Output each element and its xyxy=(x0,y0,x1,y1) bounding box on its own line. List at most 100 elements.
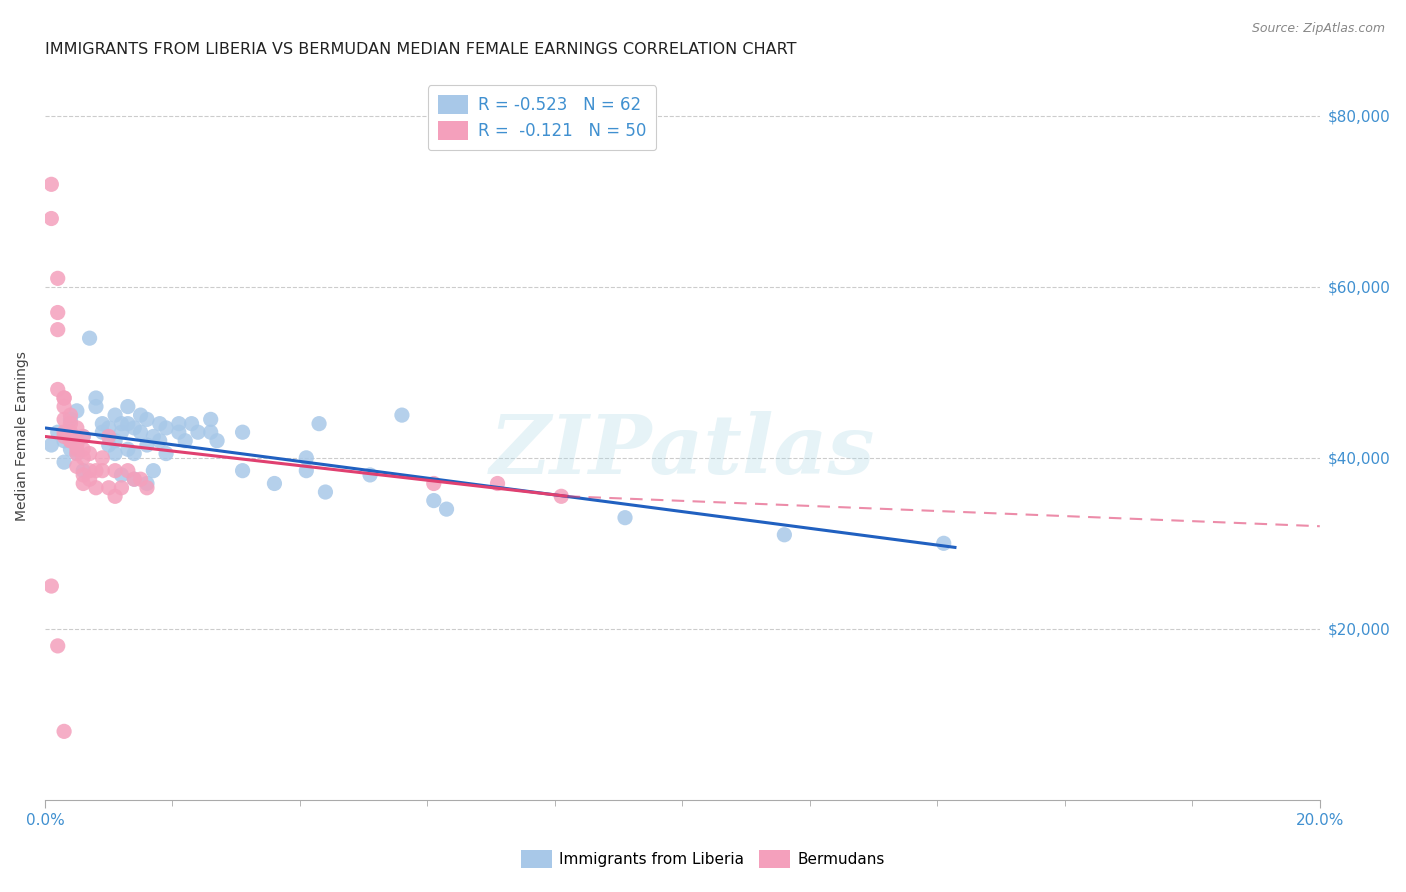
Point xyxy=(232,464,254,478)
Point xyxy=(72,476,94,491)
Point xyxy=(46,323,69,337)
Point xyxy=(180,417,202,431)
Point xyxy=(97,481,120,495)
Point xyxy=(200,412,222,426)
Point xyxy=(59,434,82,448)
Point xyxy=(53,455,76,469)
Text: Source: ZipAtlas.com: Source: ZipAtlas.com xyxy=(1251,22,1385,36)
Point xyxy=(129,408,152,422)
Point xyxy=(72,429,94,443)
Point xyxy=(295,464,318,478)
Point xyxy=(308,417,330,431)
Point xyxy=(200,425,222,440)
Point xyxy=(136,438,159,452)
Point xyxy=(97,438,120,452)
Point xyxy=(122,421,145,435)
Point xyxy=(117,400,139,414)
Point xyxy=(104,446,127,460)
Point xyxy=(129,425,152,440)
Point xyxy=(84,464,107,478)
Point xyxy=(97,421,120,435)
Point xyxy=(72,429,94,443)
Point xyxy=(155,421,177,435)
Point xyxy=(66,446,89,460)
Point xyxy=(46,383,69,397)
Point xyxy=(314,485,336,500)
Point xyxy=(66,459,89,474)
Point xyxy=(66,438,89,452)
Point xyxy=(66,421,89,435)
Point xyxy=(91,425,114,440)
Point xyxy=(117,442,139,457)
Point xyxy=(66,446,89,460)
Point xyxy=(84,481,107,495)
Point xyxy=(91,450,114,465)
Point xyxy=(66,404,89,418)
Point xyxy=(136,412,159,426)
Point xyxy=(46,639,69,653)
Point xyxy=(167,425,190,440)
Point xyxy=(187,425,209,440)
Point xyxy=(423,493,446,508)
Point xyxy=(84,391,107,405)
Point xyxy=(129,472,152,486)
Point xyxy=(142,429,165,443)
Point xyxy=(53,425,76,440)
Point xyxy=(117,464,139,478)
Point xyxy=(932,536,955,550)
Point xyxy=(122,472,145,486)
Point xyxy=(53,400,76,414)
Point xyxy=(167,417,190,431)
Point xyxy=(174,434,197,448)
Point xyxy=(66,434,89,448)
Point xyxy=(122,472,145,486)
Point xyxy=(97,429,120,443)
Point xyxy=(41,178,63,192)
Point xyxy=(79,464,101,478)
Point xyxy=(122,446,145,460)
Point xyxy=(59,408,82,422)
Point xyxy=(53,434,76,448)
Point xyxy=(72,450,94,465)
Point xyxy=(59,425,82,440)
Point xyxy=(142,464,165,478)
Point xyxy=(104,464,127,478)
Point xyxy=(104,408,127,422)
Point xyxy=(104,489,127,503)
Point xyxy=(72,442,94,457)
Point xyxy=(53,412,76,426)
Point xyxy=(46,425,69,440)
Point xyxy=(79,446,101,460)
Point xyxy=(41,211,63,226)
Legend: Immigrants from Liberia, Bermudans: Immigrants from Liberia, Bermudans xyxy=(515,844,891,873)
Point xyxy=(110,467,132,482)
Point xyxy=(110,425,132,440)
Point xyxy=(550,489,572,503)
Point xyxy=(359,467,381,482)
Point xyxy=(59,434,82,448)
Point xyxy=(614,510,637,524)
Point xyxy=(41,579,63,593)
Point xyxy=(46,271,69,285)
Point xyxy=(232,425,254,440)
Point xyxy=(136,476,159,491)
Point xyxy=(486,476,509,491)
Point xyxy=(91,464,114,478)
Point xyxy=(53,724,76,739)
Point xyxy=(59,417,82,431)
Legend: R = -0.523   N = 62, R =  -0.121   N = 50: R = -0.523 N = 62, R = -0.121 N = 50 xyxy=(427,85,657,151)
Text: IMMIGRANTS FROM LIBERIA VS BERMUDAN MEDIAN FEMALE EARNINGS CORRELATION CHART: IMMIGRANTS FROM LIBERIA VS BERMUDAN MEDI… xyxy=(45,42,796,57)
Point xyxy=(110,417,132,431)
Point xyxy=(391,408,413,422)
Point xyxy=(263,476,285,491)
Point xyxy=(295,450,318,465)
Point xyxy=(117,417,139,431)
Point xyxy=(205,434,228,448)
Point xyxy=(136,481,159,495)
Point xyxy=(436,502,458,516)
Point xyxy=(110,481,132,495)
Point xyxy=(79,331,101,345)
Point xyxy=(59,442,82,457)
Point xyxy=(72,464,94,478)
Point xyxy=(53,391,76,405)
